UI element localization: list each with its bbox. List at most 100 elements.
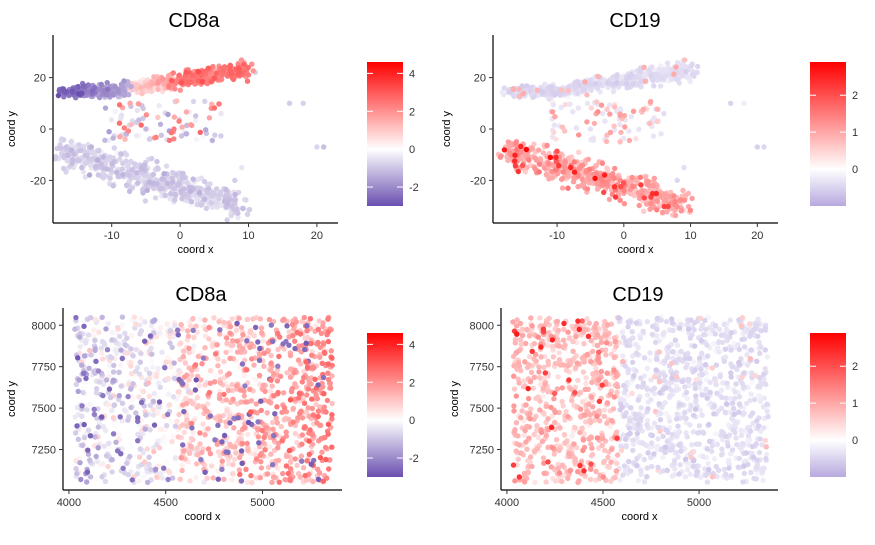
point xyxy=(563,102,568,107)
point xyxy=(277,480,282,485)
point xyxy=(181,448,186,453)
point xyxy=(166,83,171,88)
point xyxy=(682,57,687,62)
point xyxy=(298,331,303,336)
point xyxy=(249,480,254,485)
colorbar-tick-label: 0 xyxy=(409,144,415,156)
point xyxy=(275,378,280,383)
point xyxy=(594,171,599,176)
point xyxy=(80,443,85,448)
point xyxy=(217,192,222,197)
point xyxy=(144,112,149,117)
point xyxy=(662,204,667,209)
point xyxy=(276,354,281,359)
point xyxy=(157,103,162,108)
point xyxy=(618,130,623,135)
point xyxy=(109,330,114,335)
point xyxy=(511,87,516,92)
point xyxy=(106,402,111,407)
point xyxy=(134,170,139,175)
point xyxy=(168,191,173,196)
point xyxy=(63,89,68,94)
point xyxy=(223,187,228,192)
point xyxy=(722,467,727,472)
point xyxy=(105,347,110,352)
point xyxy=(113,440,118,445)
point xyxy=(269,360,274,365)
point xyxy=(180,442,185,447)
point xyxy=(698,367,703,372)
point xyxy=(698,326,703,331)
point xyxy=(650,433,655,438)
point xyxy=(633,136,638,141)
point xyxy=(218,133,223,138)
point xyxy=(638,375,643,380)
point xyxy=(88,315,93,320)
point xyxy=(161,171,166,176)
point xyxy=(85,469,90,474)
point xyxy=(61,137,66,142)
point xyxy=(77,148,82,153)
point xyxy=(245,432,250,437)
point xyxy=(147,427,152,432)
point xyxy=(289,389,294,394)
point xyxy=(649,73,654,78)
point xyxy=(58,146,63,151)
point xyxy=(663,385,668,390)
point xyxy=(138,446,143,451)
point xyxy=(258,475,263,480)
point xyxy=(125,418,130,423)
point xyxy=(76,142,81,147)
point xyxy=(651,451,656,456)
point xyxy=(250,316,255,321)
point xyxy=(662,358,667,363)
point xyxy=(647,121,652,126)
point xyxy=(165,112,170,117)
point xyxy=(326,466,331,471)
point xyxy=(221,477,226,482)
point xyxy=(627,426,632,431)
point xyxy=(236,316,241,321)
point xyxy=(135,415,140,420)
point xyxy=(572,170,577,175)
point xyxy=(172,323,177,328)
point xyxy=(302,425,307,430)
point xyxy=(207,390,212,395)
point xyxy=(712,456,717,461)
point xyxy=(323,445,328,450)
point xyxy=(187,478,192,483)
point xyxy=(645,406,650,411)
point xyxy=(270,383,275,388)
point xyxy=(697,423,702,428)
point xyxy=(76,84,81,89)
point xyxy=(164,459,169,464)
point xyxy=(634,463,639,468)
point xyxy=(210,191,215,196)
point xyxy=(239,448,244,453)
x-tick-label: 0 xyxy=(621,230,627,242)
point xyxy=(198,130,203,135)
point xyxy=(271,433,276,438)
point xyxy=(688,472,693,477)
point xyxy=(190,316,195,321)
point xyxy=(668,447,673,452)
point xyxy=(613,194,618,199)
point xyxy=(262,389,267,394)
point xyxy=(146,380,151,385)
point xyxy=(261,364,266,369)
point xyxy=(240,206,245,211)
point xyxy=(242,383,247,388)
point xyxy=(122,470,127,475)
point xyxy=(622,413,627,418)
point xyxy=(141,474,146,479)
point xyxy=(100,356,105,361)
point xyxy=(640,188,645,193)
point xyxy=(103,479,108,484)
point xyxy=(667,393,672,398)
point xyxy=(757,351,762,356)
point xyxy=(685,467,690,472)
point xyxy=(135,180,140,185)
point xyxy=(605,81,610,86)
y-tick-label: 20 xyxy=(474,73,486,85)
point xyxy=(182,430,187,435)
